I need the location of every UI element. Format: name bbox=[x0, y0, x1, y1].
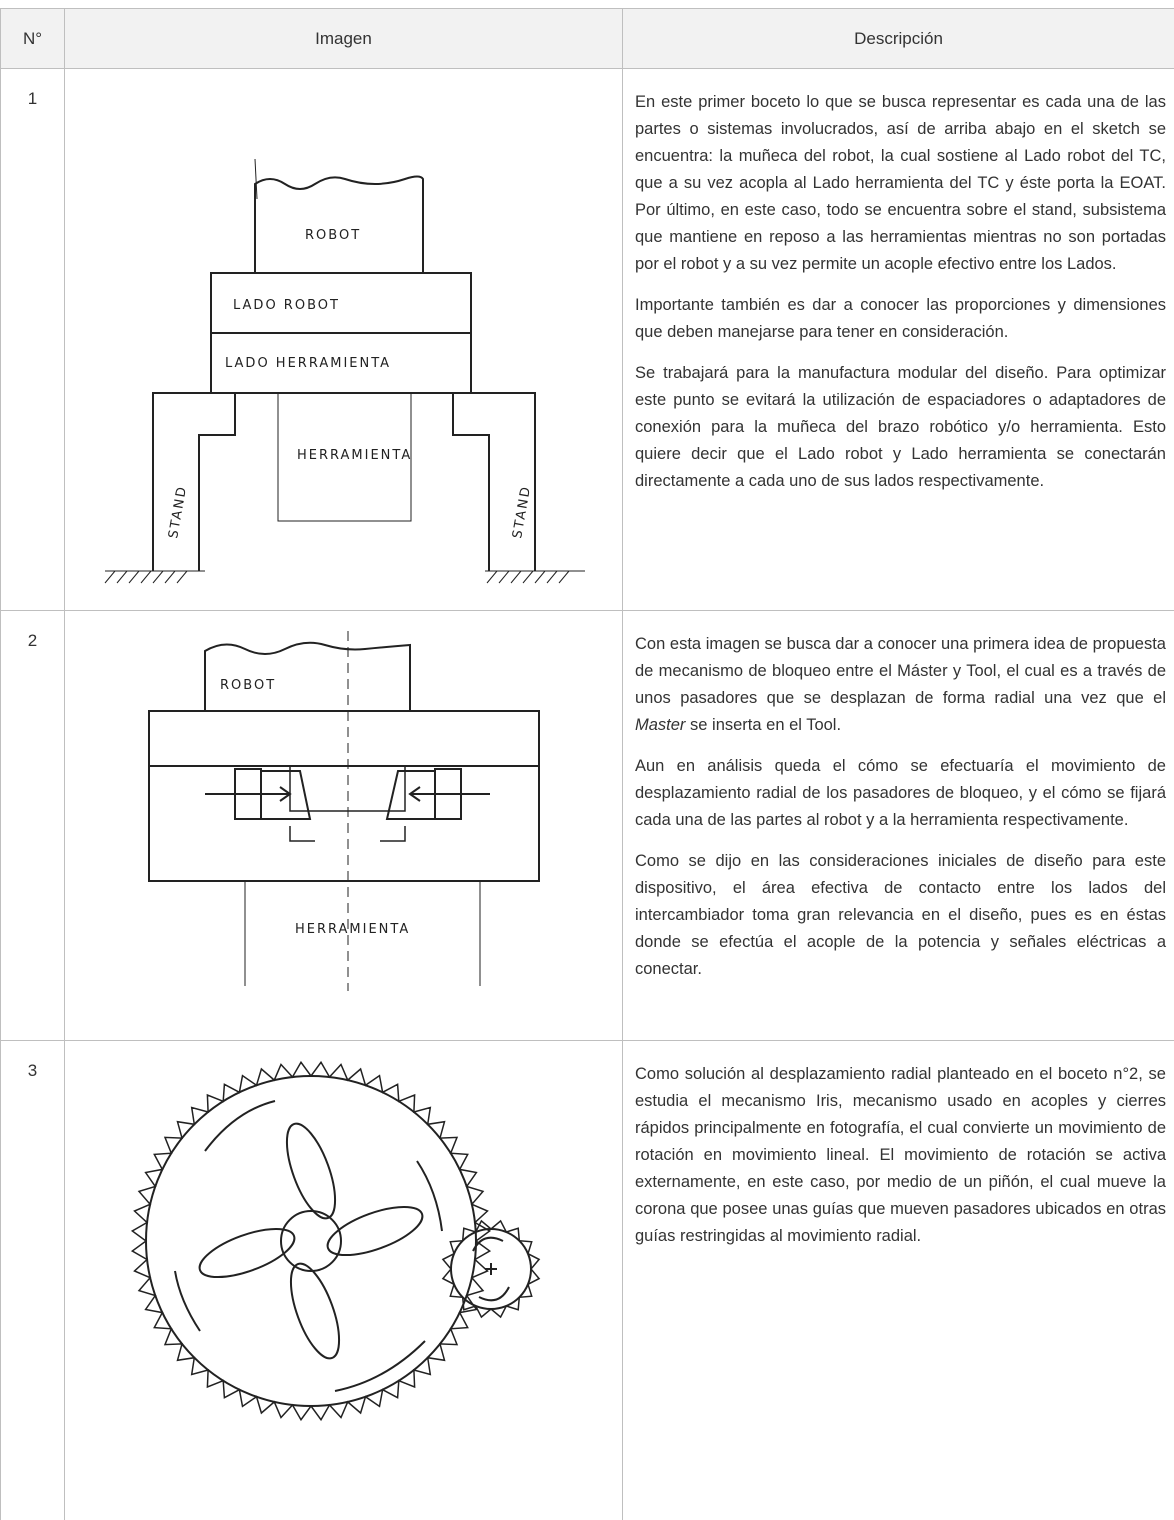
text: se inserta en el Tool. bbox=[685, 716, 842, 734]
arrows bbox=[205, 786, 490, 802]
ground-hatch bbox=[104, 570, 585, 584]
sketch-label: STAND bbox=[510, 484, 534, 540]
image-cell: ROBOT LADO ROBOT LADO HERRAMIENTA HERRAM… bbox=[64, 68, 623, 611]
sketch-label: HERRAMIENTA bbox=[297, 448, 412, 463]
channel bbox=[149, 765, 406, 842]
pin-right bbox=[385, 770, 436, 820]
herramienta-box bbox=[244, 881, 481, 986]
row: 2 ROBOT HERRAMIENTA Con esta imagen se b… bbox=[0, 610, 1174, 1041]
stand-right bbox=[452, 392, 536, 571]
sketch-table: N° Imagen Descripción 1 ROBOT LADO ROBOT… bbox=[0, 8, 1174, 1520]
description-cell: En este primer boceto lo que se busca re… bbox=[622, 68, 1174, 611]
emphasis: Master bbox=[635, 716, 686, 734]
paragraph: Con esta imagen se busca dar a conocer u… bbox=[635, 631, 1166, 739]
pinion-arrows bbox=[472, 1236, 510, 1302]
paragraph: Como se dijo en las consideraciones inic… bbox=[635, 852, 1166, 978]
sketch-label: ROBOT bbox=[305, 228, 361, 243]
guide bbox=[285, 1122, 337, 1220]
header-cell: Imagen bbox=[64, 8, 623, 69]
image-cell: ROBOT HERRAMIENTA bbox=[64, 610, 623, 1041]
guide bbox=[326, 1205, 424, 1257]
robot-box bbox=[254, 175, 424, 273]
sketch-label: HERRAMIENTA bbox=[295, 922, 410, 937]
header-cell: Descripción bbox=[622, 8, 1174, 69]
row-number: 2 bbox=[0, 610, 65, 1041]
row-number: 3 bbox=[0, 1040, 65, 1520]
robot-box bbox=[204, 641, 411, 711]
page: N° Imagen Descripción 1 ROBOT LADO ROBOT… bbox=[0, 8, 1174, 1520]
pin-left bbox=[260, 770, 312, 820]
sketch-label: LADO ROBOT bbox=[233, 298, 340, 313]
paragraph: En este primer boceto lo que se busca re… bbox=[635, 93, 1166, 273]
guide bbox=[198, 1227, 296, 1279]
description-cell: Como solución al desplazamiento radial p… bbox=[622, 1040, 1174, 1520]
herramienta-box bbox=[277, 392, 412, 522]
axis bbox=[254, 158, 258, 200]
sketch-2: ROBOT HERRAMIENTA bbox=[148, 631, 540, 991]
gear-teeth bbox=[441, 1219, 541, 1319]
header-cell: N° bbox=[0, 8, 65, 69]
sketch-label: STAND bbox=[166, 484, 190, 540]
rotation-arrows bbox=[174, 1100, 443, 1392]
sketch-label: ROBOT bbox=[220, 678, 276, 693]
gear-teeth bbox=[130, 1060, 492, 1422]
row-number: 1 bbox=[0, 68, 65, 611]
header-row: N° Imagen Descripción bbox=[0, 8, 1174, 69]
paragraph: Importante también es dar a conocer las … bbox=[635, 296, 1166, 341]
sketch-label: LADO HERRAMIENTA bbox=[225, 356, 391, 371]
image-cell bbox=[64, 1040, 623, 1520]
crown bbox=[145, 1075, 477, 1407]
text: Con esta imagen se busca dar a conocer u… bbox=[635, 635, 1166, 707]
stand-left bbox=[152, 392, 236, 571]
paragraph: Como solución al desplazamiento radial p… bbox=[635, 1065, 1166, 1245]
hub bbox=[280, 1210, 342, 1272]
main-block bbox=[148, 710, 540, 882]
paragraph: Se trabajará para la manufactura modular… bbox=[635, 364, 1166, 490]
row: 3 Como solución al desplazamiento radial… bbox=[0, 1040, 1174, 1520]
row: 1 ROBOT LADO ROBOT LADO HERRAMIENTA HERR… bbox=[0, 68, 1174, 611]
paragraph: Aun en análisis queda el cómo se efectua… bbox=[635, 757, 1166, 829]
sketch-1: ROBOT LADO ROBOT LADO HERRAMIENTA HERRAM… bbox=[104, 158, 585, 584]
description-cell: Con esta imagen se busca dar a conocer u… bbox=[622, 610, 1174, 1041]
sketch-3 bbox=[130, 1060, 541, 1422]
guide bbox=[289, 1262, 341, 1360]
